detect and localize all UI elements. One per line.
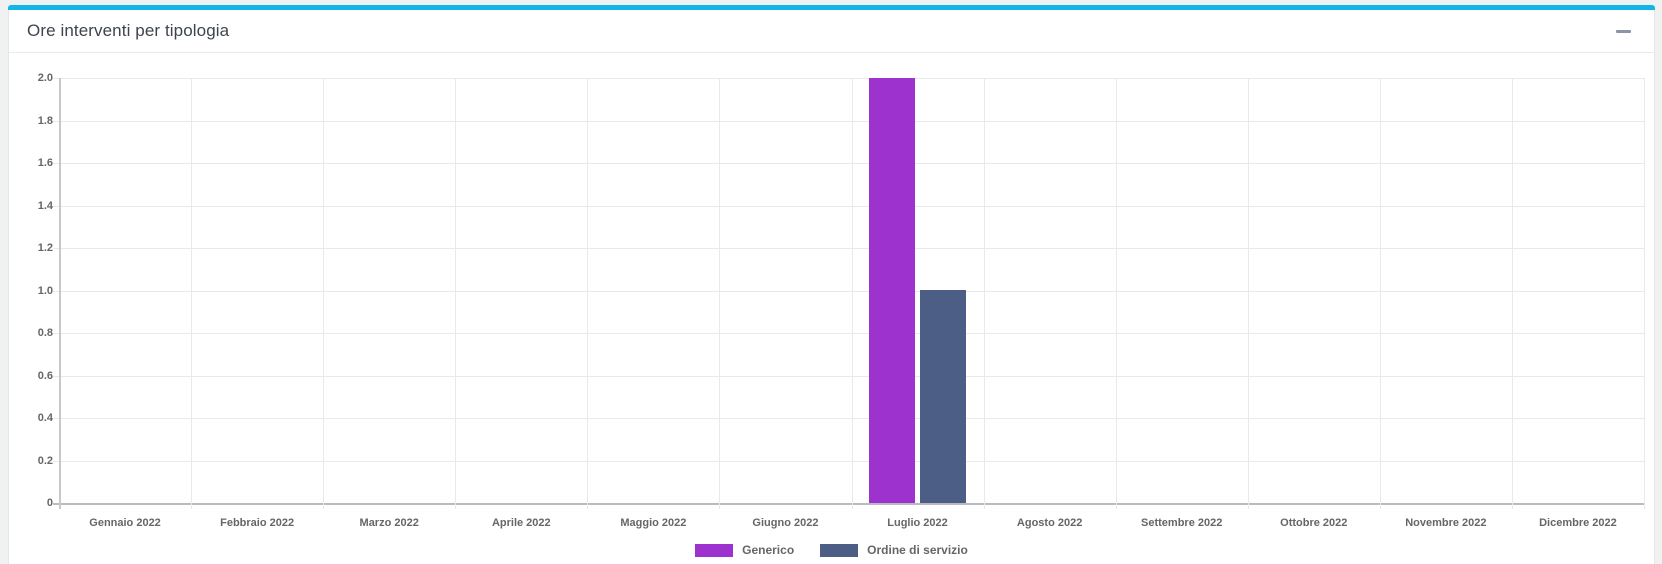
- minus-icon: [1615, 29, 1631, 33]
- bar-generico-luglio-2022[interactable]: [869, 78, 915, 503]
- y-tick-label: 1.8: [37, 115, 53, 127]
- bar-chart: 0 0.2 0.4 0.6 0.8 1.0 1.2 1.4 1.6 1.8 2.0 Gennaio 2…: [9, 54, 1654, 564]
- gridline: [191, 78, 192, 509]
- collapse-button[interactable]: [1612, 20, 1634, 42]
- x-tick-label: Novembre 2022: [1405, 517, 1487, 529]
- x-tick-label: Settembre 2022: [1141, 517, 1223, 529]
- x-tick-label: Febbraio 2022: [220, 517, 295, 529]
- y-tick-label: 0.6: [37, 370, 53, 382]
- gridline: [984, 78, 985, 509]
- legend-item-generico[interactable]: Generico: [695, 543, 794, 557]
- legend-swatch: [695, 543, 734, 557]
- legend-swatch: [820, 543, 859, 557]
- gridline: [53, 78, 1644, 79]
- gridline: [1248, 78, 1249, 509]
- legend-item-ordine-di-servizio[interactable]: Ordine di servizio: [820, 543, 968, 557]
- x-tick-label: Agosto 2022: [1016, 517, 1083, 529]
- x-tick-label: Ottobre 2022: [1280, 517, 1348, 529]
- x-tick-label: Maggio 2022: [620, 517, 687, 529]
- gridline: [587, 78, 588, 509]
- gridline: [53, 248, 1644, 249]
- gridline: [1512, 78, 1513, 509]
- y-tick-label: 0.2: [37, 455, 53, 467]
- panel-title: Ore interventi per tipologia: [27, 21, 230, 40]
- x-axis-line: [53, 503, 1644, 505]
- y-tick-label: 0.4: [37, 412, 53, 424]
- gridline: [53, 418, 1644, 419]
- y-tick-label: 0: [46, 497, 53, 509]
- gridline: [1116, 78, 1117, 509]
- legend-label: Ordine di servizio: [867, 543, 968, 557]
- chart-legend: Generico Ordine di servizio: [9, 543, 1654, 557]
- x-tick-label: Dicembre 2022: [1539, 517, 1617, 529]
- gridline: [455, 78, 456, 509]
- y-tick-label: 1.2: [37, 242, 53, 254]
- gridline: [323, 78, 324, 509]
- gridline: [53, 163, 1644, 164]
- gridline: [53, 333, 1644, 334]
- y-tick-label: 1.0: [37, 285, 53, 297]
- gridline: [53, 206, 1644, 207]
- x-tick-label: Gennaio 2022: [89, 517, 161, 529]
- gridline: [53, 461, 1644, 462]
- x-tick-label: Luglio 2022: [887, 517, 948, 529]
- gridline: [719, 78, 720, 509]
- y-tick-label: 1.4: [37, 200, 53, 212]
- bar-ordine-di-servizio-luglio-2022[interactable]: [920, 290, 966, 503]
- x-tick-label: Aprile 2022: [491, 517, 551, 529]
- gridline: [1380, 78, 1381, 509]
- x-tick-label: Marzo 2022: [359, 517, 419, 529]
- legend-label: Generico: [742, 543, 795, 557]
- x-tick-label: Giugno 2022: [752, 517, 819, 529]
- gridline: [1644, 78, 1645, 509]
- y-tick-label: 2.0: [37, 72, 53, 84]
- chart-panel: Ore interventi per tipologia 0 0.2 0.4 0.6 0…: [8, 5, 1655, 564]
- y-tick-label: 1.6: [37, 157, 53, 169]
- gridline: [53, 376, 1644, 377]
- panel-header: Ore interventi per tipologia: [9, 10, 1654, 53]
- panel-top-accent: [8, 5, 1655, 10]
- gridline: [53, 121, 1644, 122]
- gridline: [852, 78, 853, 509]
- gridline: [53, 291, 1644, 292]
- y-axis-line: [59, 78, 61, 509]
- y-tick-label: 0.8: [37, 327, 53, 339]
